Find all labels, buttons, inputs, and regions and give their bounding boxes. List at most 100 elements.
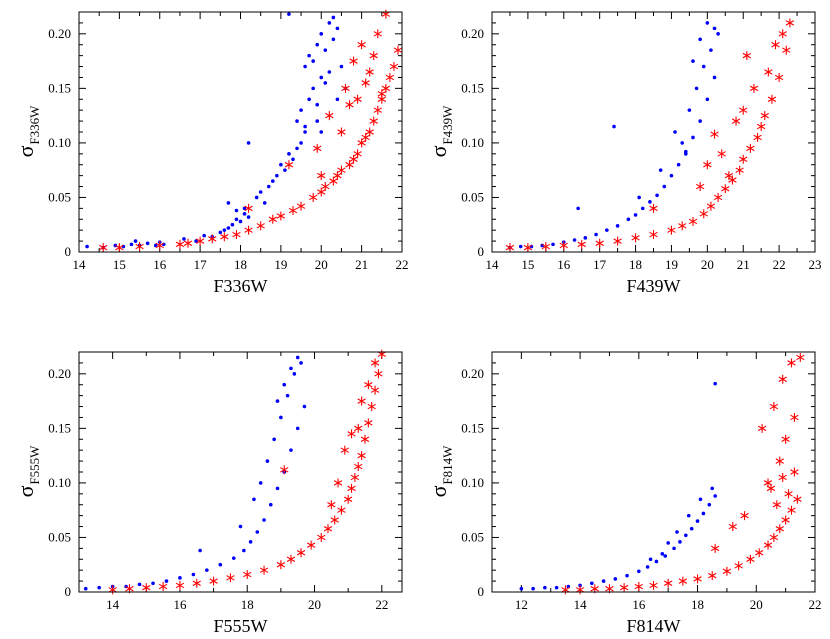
scatter-dot — [307, 53, 311, 58]
scatter-asterisk — [341, 83, 350, 93]
scatter-dot — [327, 70, 332, 74]
scatter-dot — [626, 217, 631, 222]
y-tick-label: 0 — [65, 244, 72, 259]
scatter-dot — [654, 559, 659, 564]
scatter-asterisk — [793, 494, 802, 504]
series-asterisks — [108, 349, 387, 595]
scatter-dot — [694, 86, 699, 91]
scatter-dot — [678, 540, 682, 544]
scatter-dot — [268, 502, 273, 507]
y-tick-label: 0.10 — [48, 475, 71, 490]
scatter-dot — [698, 119, 702, 123]
scatter-dot — [335, 97, 340, 102]
y-axis-symbol: σ — [13, 145, 38, 157]
scatter-asterisk — [354, 462, 363, 472]
scatter-asterisk — [710, 543, 720, 553]
scatter-asterisk — [345, 100, 354, 110]
scatter-asterisk — [717, 149, 726, 159]
scatter-dot — [339, 64, 344, 69]
y-axis-subscript: F336W — [27, 105, 42, 145]
plot-frame — [491, 351, 816, 593]
scatter-dot — [83, 586, 88, 591]
panel-2: 14 15 16 17 18 19 20 21 22 23 0 0.05 0.10 0.15 0.20 F43… — [426, 11, 822, 296]
scatter-asterisk — [370, 385, 380, 395]
panel-1: 14 15 16 17 18 19 20 21 22 0 0.05 0.10 0.15 0.20 F336W… — [13, 9, 409, 296]
scatter-asterisk — [142, 583, 151, 593]
x-tick-label: 16 — [632, 597, 646, 612]
y-tick-label: 0.10 — [48, 135, 71, 150]
scatter-asterisk — [710, 129, 719, 139]
x-tick-label: 22 — [375, 597, 388, 612]
x-tick-label: 16 — [557, 257, 571, 272]
y-tick-label: 0.20 — [48, 26, 71, 41]
scatter-asterisk — [667, 225, 676, 235]
scatter-dot — [554, 585, 559, 590]
scatter-dot — [669, 173, 674, 178]
x-axis-title: F439W — [627, 276, 681, 296]
y-tick-label: 0.10 — [461, 475, 484, 490]
scatter-dot — [660, 552, 665, 556]
scatter-asterisk — [713, 192, 723, 202]
scatter-asterisk — [769, 402, 779, 412]
y-axis-symbol: σ — [13, 485, 38, 497]
x-tick-label: 19 — [274, 257, 287, 272]
scatter-dot — [327, 21, 332, 25]
scatter-asterisk — [286, 554, 296, 564]
scatter-dot — [601, 579, 606, 583]
scatter-dot — [707, 502, 712, 507]
scatter-asterisk — [357, 451, 366, 461]
scatter-asterisk — [575, 585, 585, 595]
scatter-dot — [331, 15, 336, 20]
scatter-dot — [295, 426, 300, 431]
scatter-asterisk — [243, 570, 252, 580]
scatter-dot — [705, 21, 710, 25]
scatter-asterisk — [756, 122, 766, 132]
y-tick-label: 0 — [478, 584, 485, 599]
x-axis-title: F555W — [214, 616, 268, 636]
scatter-dot — [663, 554, 668, 558]
scatter-dot — [285, 393, 290, 398]
scatter-dot — [519, 586, 524, 591]
scatter-dot — [684, 533, 688, 538]
scatter-dot — [97, 585, 101, 590]
scatter-dot — [275, 399, 280, 403]
scatter-dot — [258, 481, 263, 485]
scatter-asterisk — [785, 18, 795, 28]
scatter-dot — [234, 208, 239, 213]
scatter-asterisk — [703, 160, 712, 170]
scatter-asterisk — [373, 29, 382, 39]
scatter-asterisk — [353, 149, 362, 159]
scatter-asterisk — [259, 565, 269, 575]
scatter-asterisk — [763, 540, 773, 550]
scatter-dot — [323, 81, 328, 85]
scatter-dot — [315, 42, 320, 47]
scatter-asterisk — [649, 203, 658, 213]
scatter-asterisk — [774, 72, 784, 82]
scatter-dot — [680, 141, 685, 145]
scatter-asterisk — [377, 89, 387, 99]
scatter-asterisk — [306, 540, 316, 550]
scatter-asterisk — [244, 203, 253, 213]
x-tick-label: 18 — [691, 597, 704, 612]
scatter-dot — [315, 102, 320, 107]
scatter-dot — [258, 190, 263, 194]
series-dots — [83, 355, 307, 591]
y-tick-label: 0.20 — [48, 366, 71, 381]
y-tick-label: 0.05 — [48, 529, 71, 544]
scatter-asterisk — [767, 94, 777, 104]
scatter-asterisk — [360, 434, 370, 444]
scatter-dot — [202, 233, 206, 238]
scatter-asterisk — [775, 524, 784, 534]
scatter-dot — [645, 565, 650, 569]
scatter-dot — [658, 168, 663, 172]
scatter-dot — [282, 382, 287, 387]
scatter-asterisk — [155, 240, 164, 250]
scatter-dot — [319, 32, 324, 36]
x-tick-label: 15 — [113, 257, 126, 272]
scatter-asterisk — [541, 242, 551, 252]
scatter-asterisk — [317, 532, 326, 542]
scatter-asterisk — [695, 182, 705, 192]
x-tick-label: 20 — [315, 257, 328, 272]
series-asterisks — [505, 18, 795, 253]
scatter-asterisk — [337, 165, 346, 175]
